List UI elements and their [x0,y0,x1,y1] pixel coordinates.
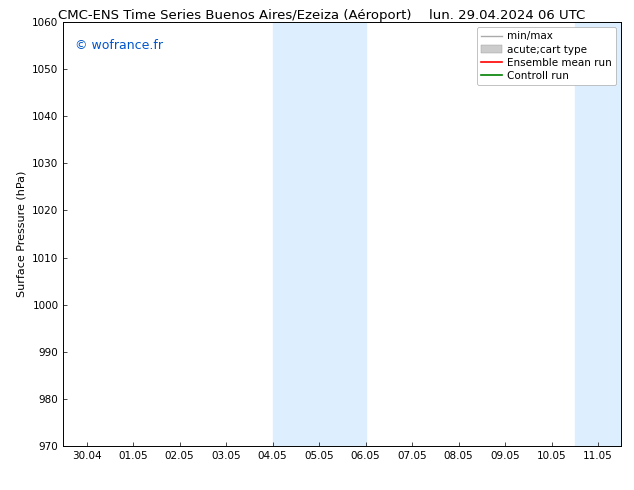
Text: © wofrance.fr: © wofrance.fr [75,39,162,52]
Text: CMC-ENS Time Series Buenos Aires/Ezeiza (Aéroport): CMC-ENS Time Series Buenos Aires/Ezeiza … [58,9,411,22]
Legend: min/max, acute;cart type, Ensemble mean run, Controll run: min/max, acute;cart type, Ensemble mean … [477,27,616,85]
Y-axis label: Surface Pressure (hPa): Surface Pressure (hPa) [16,171,27,297]
Bar [575,22,634,446]
Text: lun. 29.04.2024 06 UTC: lun. 29.04.2024 06 UTC [429,9,585,22]
Bar [273,22,366,446]
